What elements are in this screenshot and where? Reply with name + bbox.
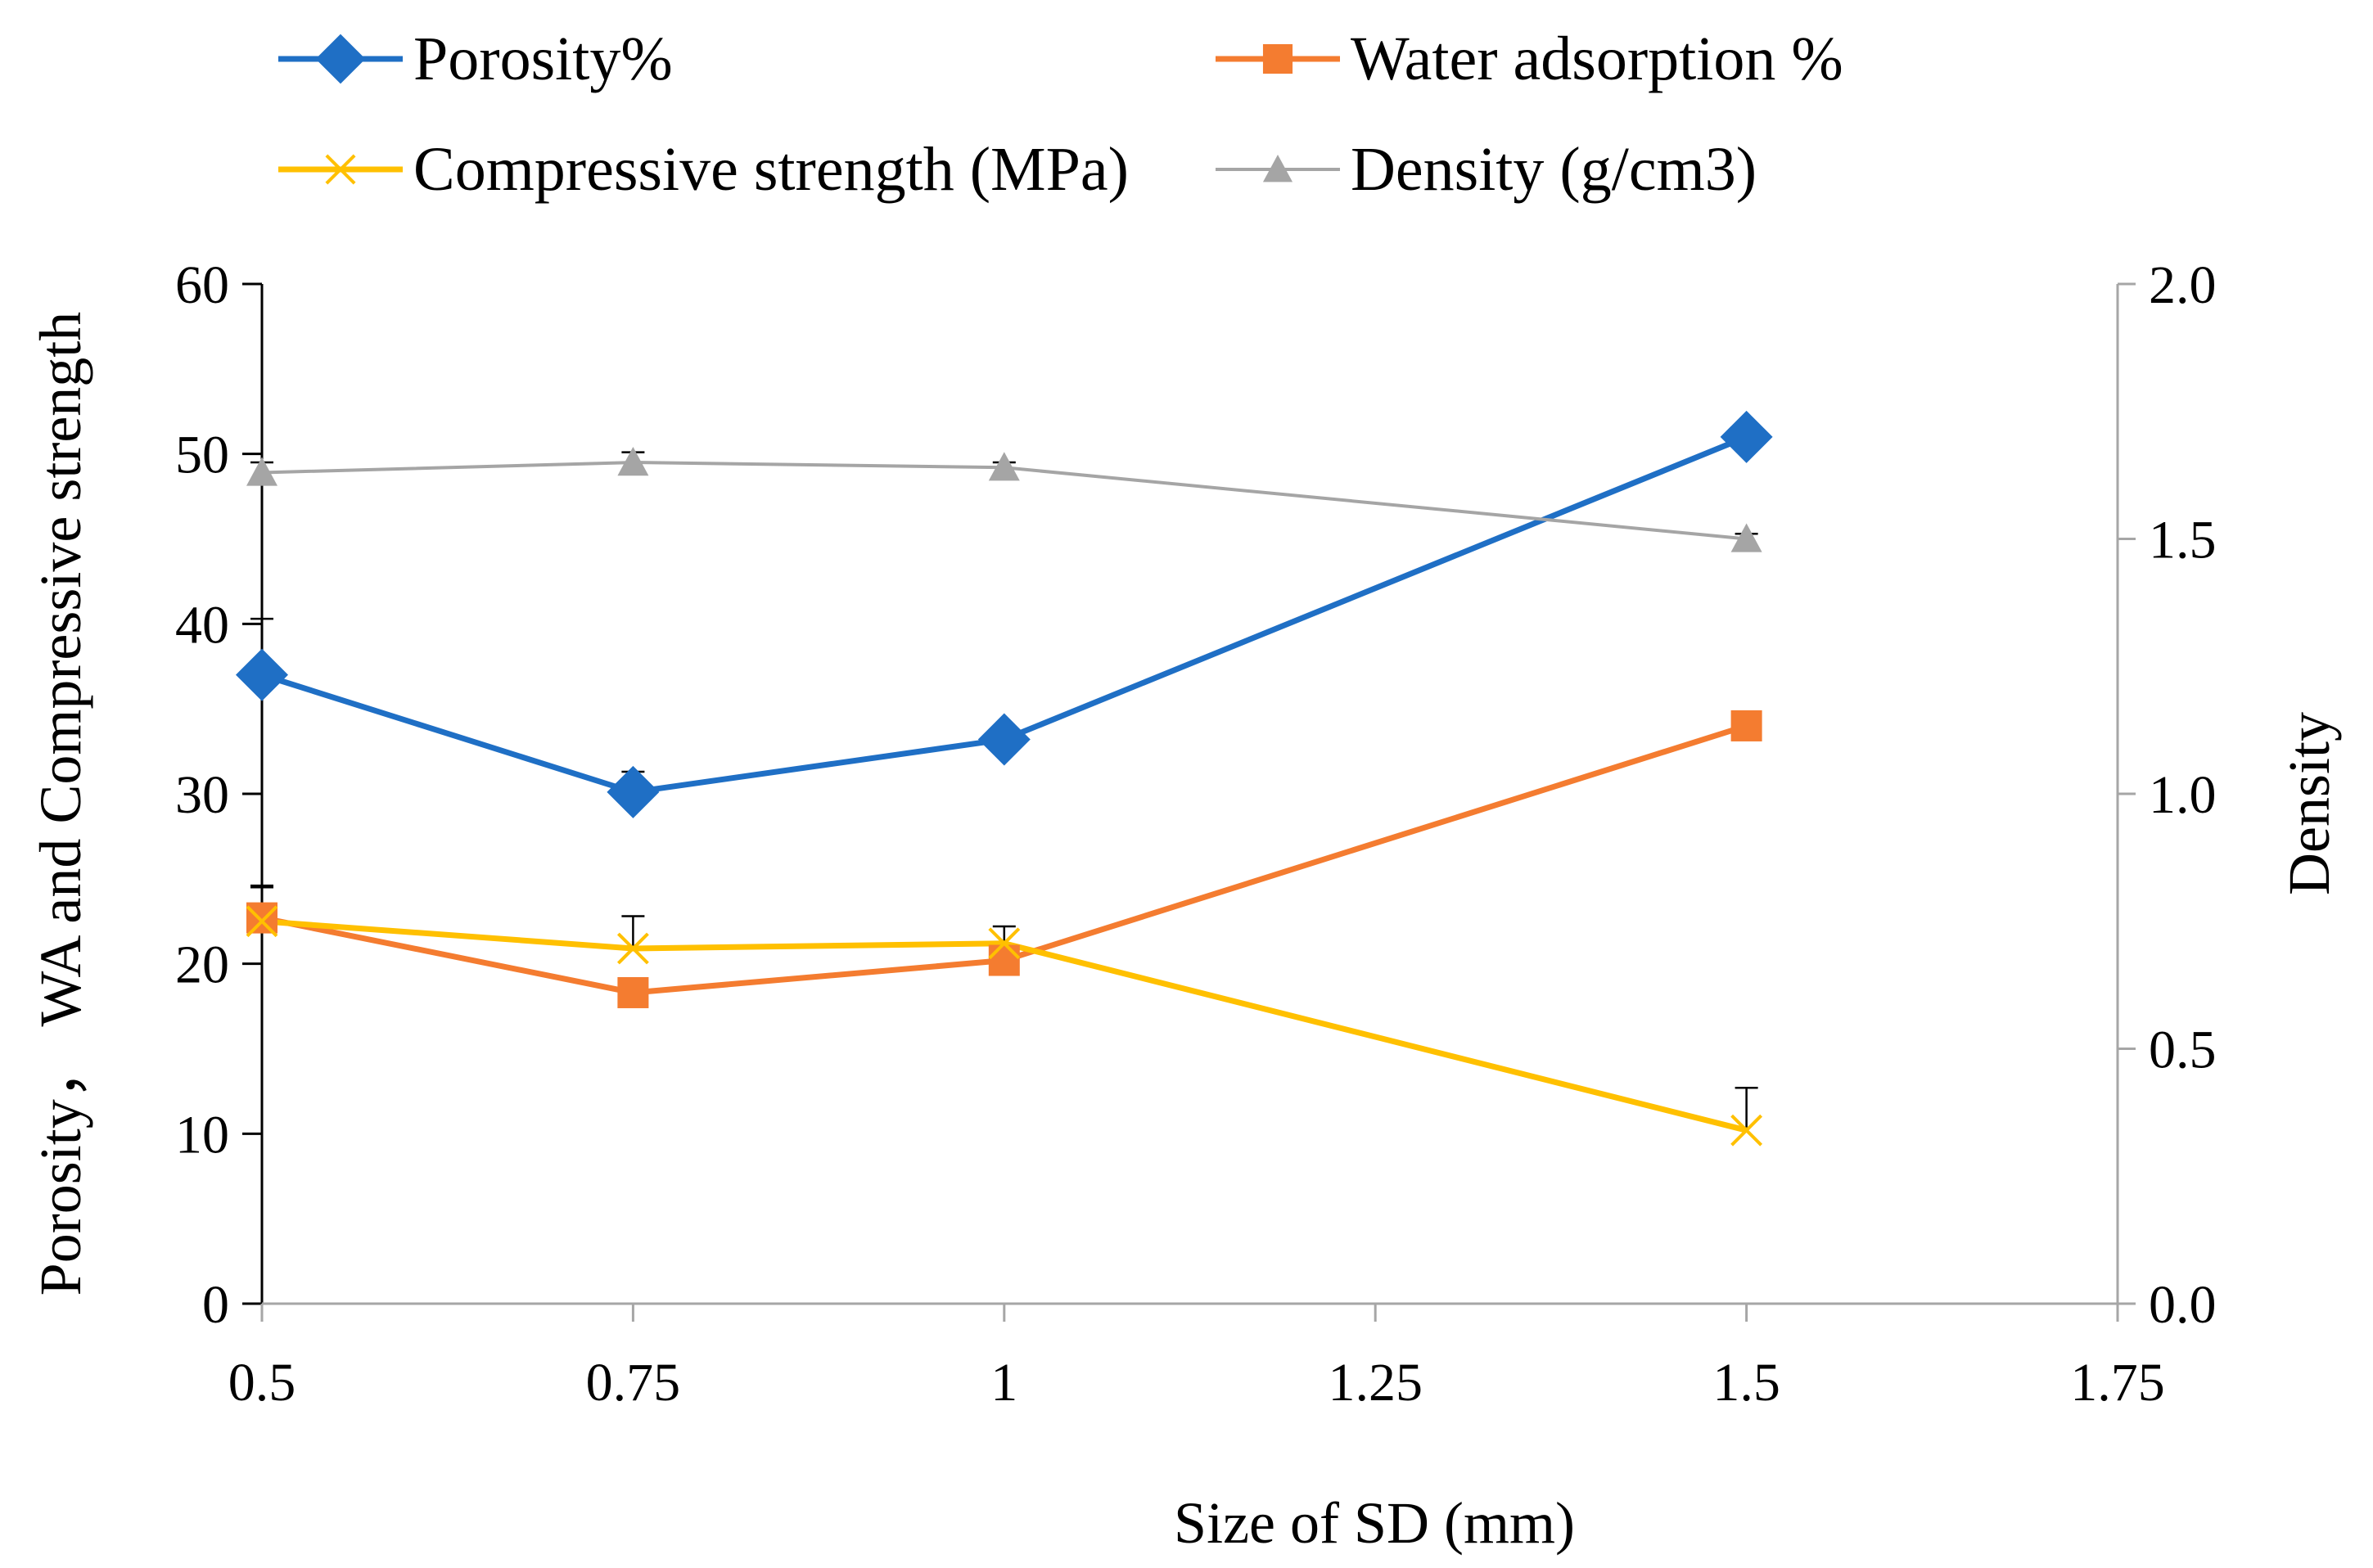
x-marker-stroke <box>1730 1114 1763 1147</box>
compressive-strength-mpa-point <box>988 927 1021 960</box>
density-g-cm3-line <box>261 461 1747 541</box>
x-tick-label: 1.5 <box>1712 1353 1780 1413</box>
density-g-cm3-point <box>246 457 277 486</box>
y-tick-label: 40 <box>175 595 229 655</box>
x-tick-label: 1 <box>990 1353 1017 1413</box>
y2-tick-label: 0.5 <box>2149 1021 2217 1080</box>
compressive-strength-mpa-error-bar <box>621 915 645 948</box>
porosity-point <box>977 713 1031 766</box>
compressive-strength-mpa-line <box>261 918 1748 1133</box>
y-tick-label: 30 <box>175 765 229 825</box>
water-adsorption-point <box>617 976 649 1008</box>
water-adsorption-point <box>988 944 1020 976</box>
porosity-line <box>260 434 1748 795</box>
legend-label: Porosity% <box>413 25 673 93</box>
y-tick-label: 10 <box>175 1105 229 1165</box>
legend: Porosity% Water adsorption % Compressive s… <box>278 25 1843 204</box>
legend-label: Density (g/cm3) <box>1351 135 1757 204</box>
x-marker-stroke <box>616 932 649 965</box>
series-lines <box>260 434 1748 1133</box>
series-markers <box>236 410 1773 1147</box>
compressive-strength-mpa-point <box>246 905 278 938</box>
y-tick-label: 60 <box>175 255 229 315</box>
compressive-strength-mpa-point <box>1730 1114 1763 1147</box>
legend-swatch-marker <box>315 34 366 84</box>
legend-swatch-marker <box>1262 43 1293 74</box>
water-adsorption-point <box>246 902 277 934</box>
density-g-cm3-point <box>988 452 1020 481</box>
density-g-cm3-point <box>1730 523 1762 552</box>
y-tick-label: 50 <box>175 426 229 485</box>
tick-labels: 0 10 20 30 40 50 60 0.0 0.5 1.0 1.5 2.0 0.5 0.75 1 1.25… <box>175 255 2217 1413</box>
legend-item-water-adsorption: Water adsorption % <box>1216 25 1843 93</box>
y2-axis-title: Density <box>2276 712 2342 895</box>
legend-label: Compressive strength (MPa) <box>413 135 1129 204</box>
x-tick-label: 1.25 <box>1328 1353 1423 1413</box>
x-tick-label: 1.75 <box>2070 1353 2165 1413</box>
compressive-strength-mpa-point <box>616 932 649 965</box>
x-marker-stroke <box>246 905 278 938</box>
porosity-point <box>607 765 660 818</box>
water-adsorption-line <box>261 723 1748 996</box>
density-g-cm3-point <box>617 447 649 476</box>
x-axis-title: Size of SD (mm) <box>1174 1490 1575 1556</box>
axes <box>242 282 2136 1322</box>
y-axis-title: Porosity， WA and Compressive strength <box>28 312 93 1296</box>
legend-swatch-marker <box>1262 154 1293 182</box>
y2-tick-label: 1.5 <box>2149 511 2217 570</box>
y-tick-label: 20 <box>175 935 229 995</box>
porosity-point <box>1720 410 1773 463</box>
x-tick-label: 0.5 <box>228 1353 296 1413</box>
legend-item-compressive-strength-mpa: Compressive strength (MPa) <box>278 135 1129 204</box>
water-adsorption-point <box>1730 710 1762 741</box>
y2-tick-label: 0.0 <box>2149 1275 2217 1335</box>
legend-item-porosity: Porosity% <box>278 25 673 93</box>
y2-tick-label: 1.0 <box>2149 765 2217 825</box>
compressive-strength-mpa-error-bar <box>1735 1087 1758 1131</box>
x-marker-stroke <box>988 927 1021 960</box>
legend-item-density-g-cm3: Density (g/cm3) <box>1216 135 1757 204</box>
error-bars <box>250 429 1758 1131</box>
porosity-point <box>236 648 288 701</box>
legend-swatch-marker <box>325 154 356 185</box>
x-marker-stroke <box>325 154 356 185</box>
x-tick-label: 0.75 <box>586 1353 681 1413</box>
y-tick-label: 0 <box>202 1275 229 1335</box>
y2-tick-label: 2.0 <box>2149 255 2217 315</box>
legend-label: Water adsorption % <box>1351 25 1843 93</box>
